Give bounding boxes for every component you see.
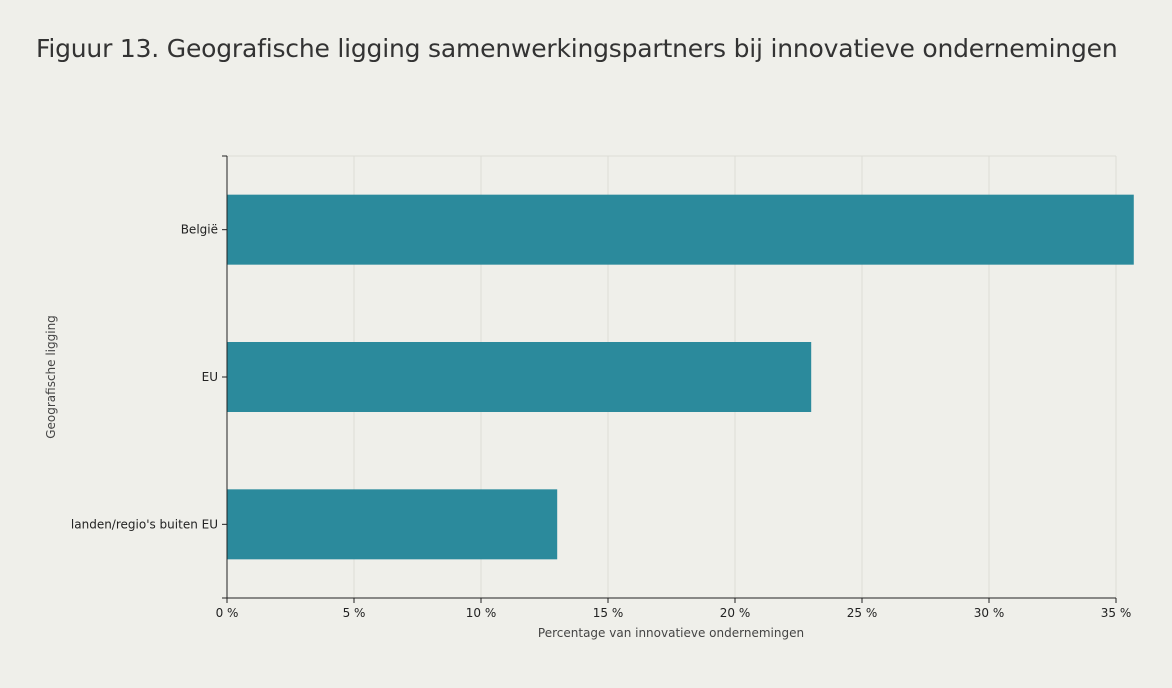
tick-labels: 0 % 5 % 10 % 15 % 20 % 25 % 30 % 35 % België EU la… — [71, 223, 1131, 620]
x-tick-label: 15 % — [593, 606, 624, 620]
bar — [227, 342, 812, 412]
x-tick-label: 10 % — [466, 606, 497, 620]
bar — [227, 489, 558, 560]
x-tick-label: 20 % — [720, 606, 751, 620]
page-title: Figuur 13. Geografische ligging samenwer… — [36, 34, 1118, 63]
x-axis-title: Percentage van innovatieve ondernemingen — [538, 626, 804, 640]
x-tick-label: 0 % — [216, 606, 239, 620]
y-tick-label: landen/regio's buiten EU — [71, 517, 218, 531]
bar — [227, 194, 1134, 265]
x-tick-label: 30 % — [974, 606, 1005, 620]
y-tick-label: België — [181, 223, 218, 237]
x-tick-label: 5 % — [343, 606, 366, 620]
x-tick-label: 35 % — [1101, 606, 1132, 620]
y-axis-title: Geografische ligging — [44, 315, 58, 439]
y-tick-label: EU — [202, 370, 218, 384]
bars — [227, 194, 1134, 560]
x-tick-label: 25 % — [847, 606, 878, 620]
axes — [222, 155, 1117, 603]
